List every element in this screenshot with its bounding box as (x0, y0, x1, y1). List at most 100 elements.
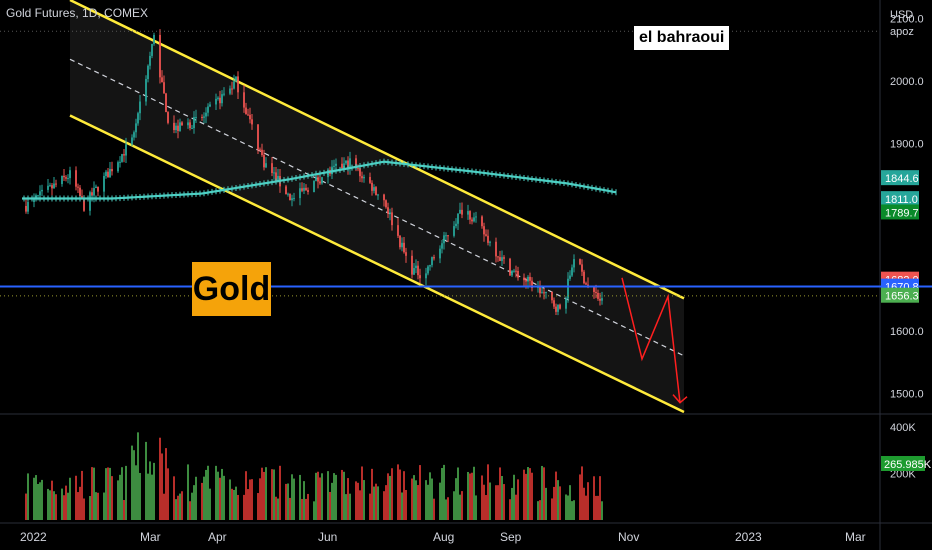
candle-body (565, 298, 567, 309)
volume-bar (265, 467, 267, 520)
candle-body (249, 114, 251, 120)
candle-body (581, 264, 583, 272)
candle-body (467, 211, 469, 215)
candle-body (137, 113, 139, 124)
volume-bar (165, 448, 167, 520)
volume-bar (543, 467, 545, 520)
candle-body (343, 163, 345, 169)
price-label: 1789.7 (885, 207, 919, 219)
moving-average-line (22, 160, 617, 200)
volume-bar (167, 468, 169, 520)
candle-body (341, 163, 343, 169)
volume-bar (355, 481, 357, 520)
volume-bar (425, 480, 427, 520)
x-tick-label: 2023 (735, 530, 762, 544)
candle-body (287, 193, 289, 195)
volume-bar (151, 474, 153, 520)
volume-bar (181, 491, 183, 520)
candle-body (559, 304, 561, 309)
candle-body (81, 196, 83, 199)
volume-bar (593, 476, 595, 520)
candle-body (111, 168, 113, 172)
candle-body (349, 158, 351, 169)
price-label-bg (881, 204, 919, 220)
volume-bar (61, 488, 63, 520)
volume-bar (413, 475, 415, 520)
channel-median-line (69, 58, 685, 357)
candle-body (229, 88, 231, 94)
candle-body (123, 154, 125, 156)
volume-bar (473, 466, 475, 520)
candle-body (293, 198, 295, 200)
volume-bar (147, 473, 149, 520)
candle-body (541, 292, 543, 294)
candle-body (105, 171, 107, 176)
candle-body (543, 292, 545, 294)
volume-bar (579, 474, 581, 520)
volume-bar (389, 475, 391, 520)
candle-body (399, 235, 401, 248)
volume-bar (471, 472, 473, 520)
volume-bar (601, 501, 603, 520)
candle-body (97, 186, 99, 192)
volume-bar (257, 493, 259, 520)
moving-average (22, 158, 617, 202)
volume-bar (237, 494, 239, 520)
candle-body (531, 280, 533, 289)
volume-bar (377, 486, 379, 520)
volume-bar (553, 486, 555, 520)
candle-body (515, 270, 517, 272)
volume-bar (55, 494, 57, 520)
volume-bar (271, 469, 273, 520)
volume-bar (483, 484, 485, 520)
volume-bar (397, 464, 399, 520)
volume-bar (135, 465, 137, 520)
volume-bar (373, 486, 375, 520)
candle-body (187, 122, 189, 126)
candle-body (307, 190, 309, 193)
x-tick-label: Nov (618, 530, 639, 544)
candle-body (571, 267, 573, 276)
volume-bar (383, 491, 385, 520)
volume-bar (385, 485, 387, 520)
volume-bar (573, 500, 575, 520)
volume-bar (109, 467, 111, 520)
volume-bar (137, 432, 139, 520)
volume-bar (219, 477, 221, 520)
volume-bar (179, 493, 181, 520)
candle-body (333, 165, 335, 167)
volume-bar (273, 469, 275, 520)
candle-body (165, 93, 167, 113)
scale-mode-label[interactable]: apoz (890, 26, 914, 38)
volume-bar (481, 475, 483, 520)
volume-bar (315, 472, 317, 520)
volume-bar (49, 490, 51, 520)
volume-bar (145, 441, 147, 520)
candle-body (175, 125, 177, 131)
candle-body (285, 186, 287, 195)
volume-bar (79, 486, 81, 520)
candle-body (257, 124, 259, 150)
volume-bar (301, 498, 303, 520)
x-tick-label: Sep (500, 530, 522, 544)
candle-body (389, 212, 391, 214)
candle-body (151, 43, 153, 56)
volume-bar (259, 478, 261, 520)
volume-bar (193, 485, 195, 520)
volume-bar (75, 475, 77, 520)
volume-bar (371, 468, 373, 520)
candle-body (403, 242, 405, 253)
candle-body (275, 172, 277, 182)
candle-body (487, 235, 489, 243)
volume-bar (455, 478, 457, 520)
volume-bar (461, 491, 463, 520)
volume-bar (433, 498, 435, 520)
candle-body (511, 270, 513, 276)
candle-body (53, 183, 55, 189)
volume-bar (35, 475, 37, 520)
volume-bar (539, 500, 541, 520)
price-label-bg (881, 170, 919, 186)
volume-bar (417, 485, 419, 520)
candle-body (375, 187, 377, 196)
